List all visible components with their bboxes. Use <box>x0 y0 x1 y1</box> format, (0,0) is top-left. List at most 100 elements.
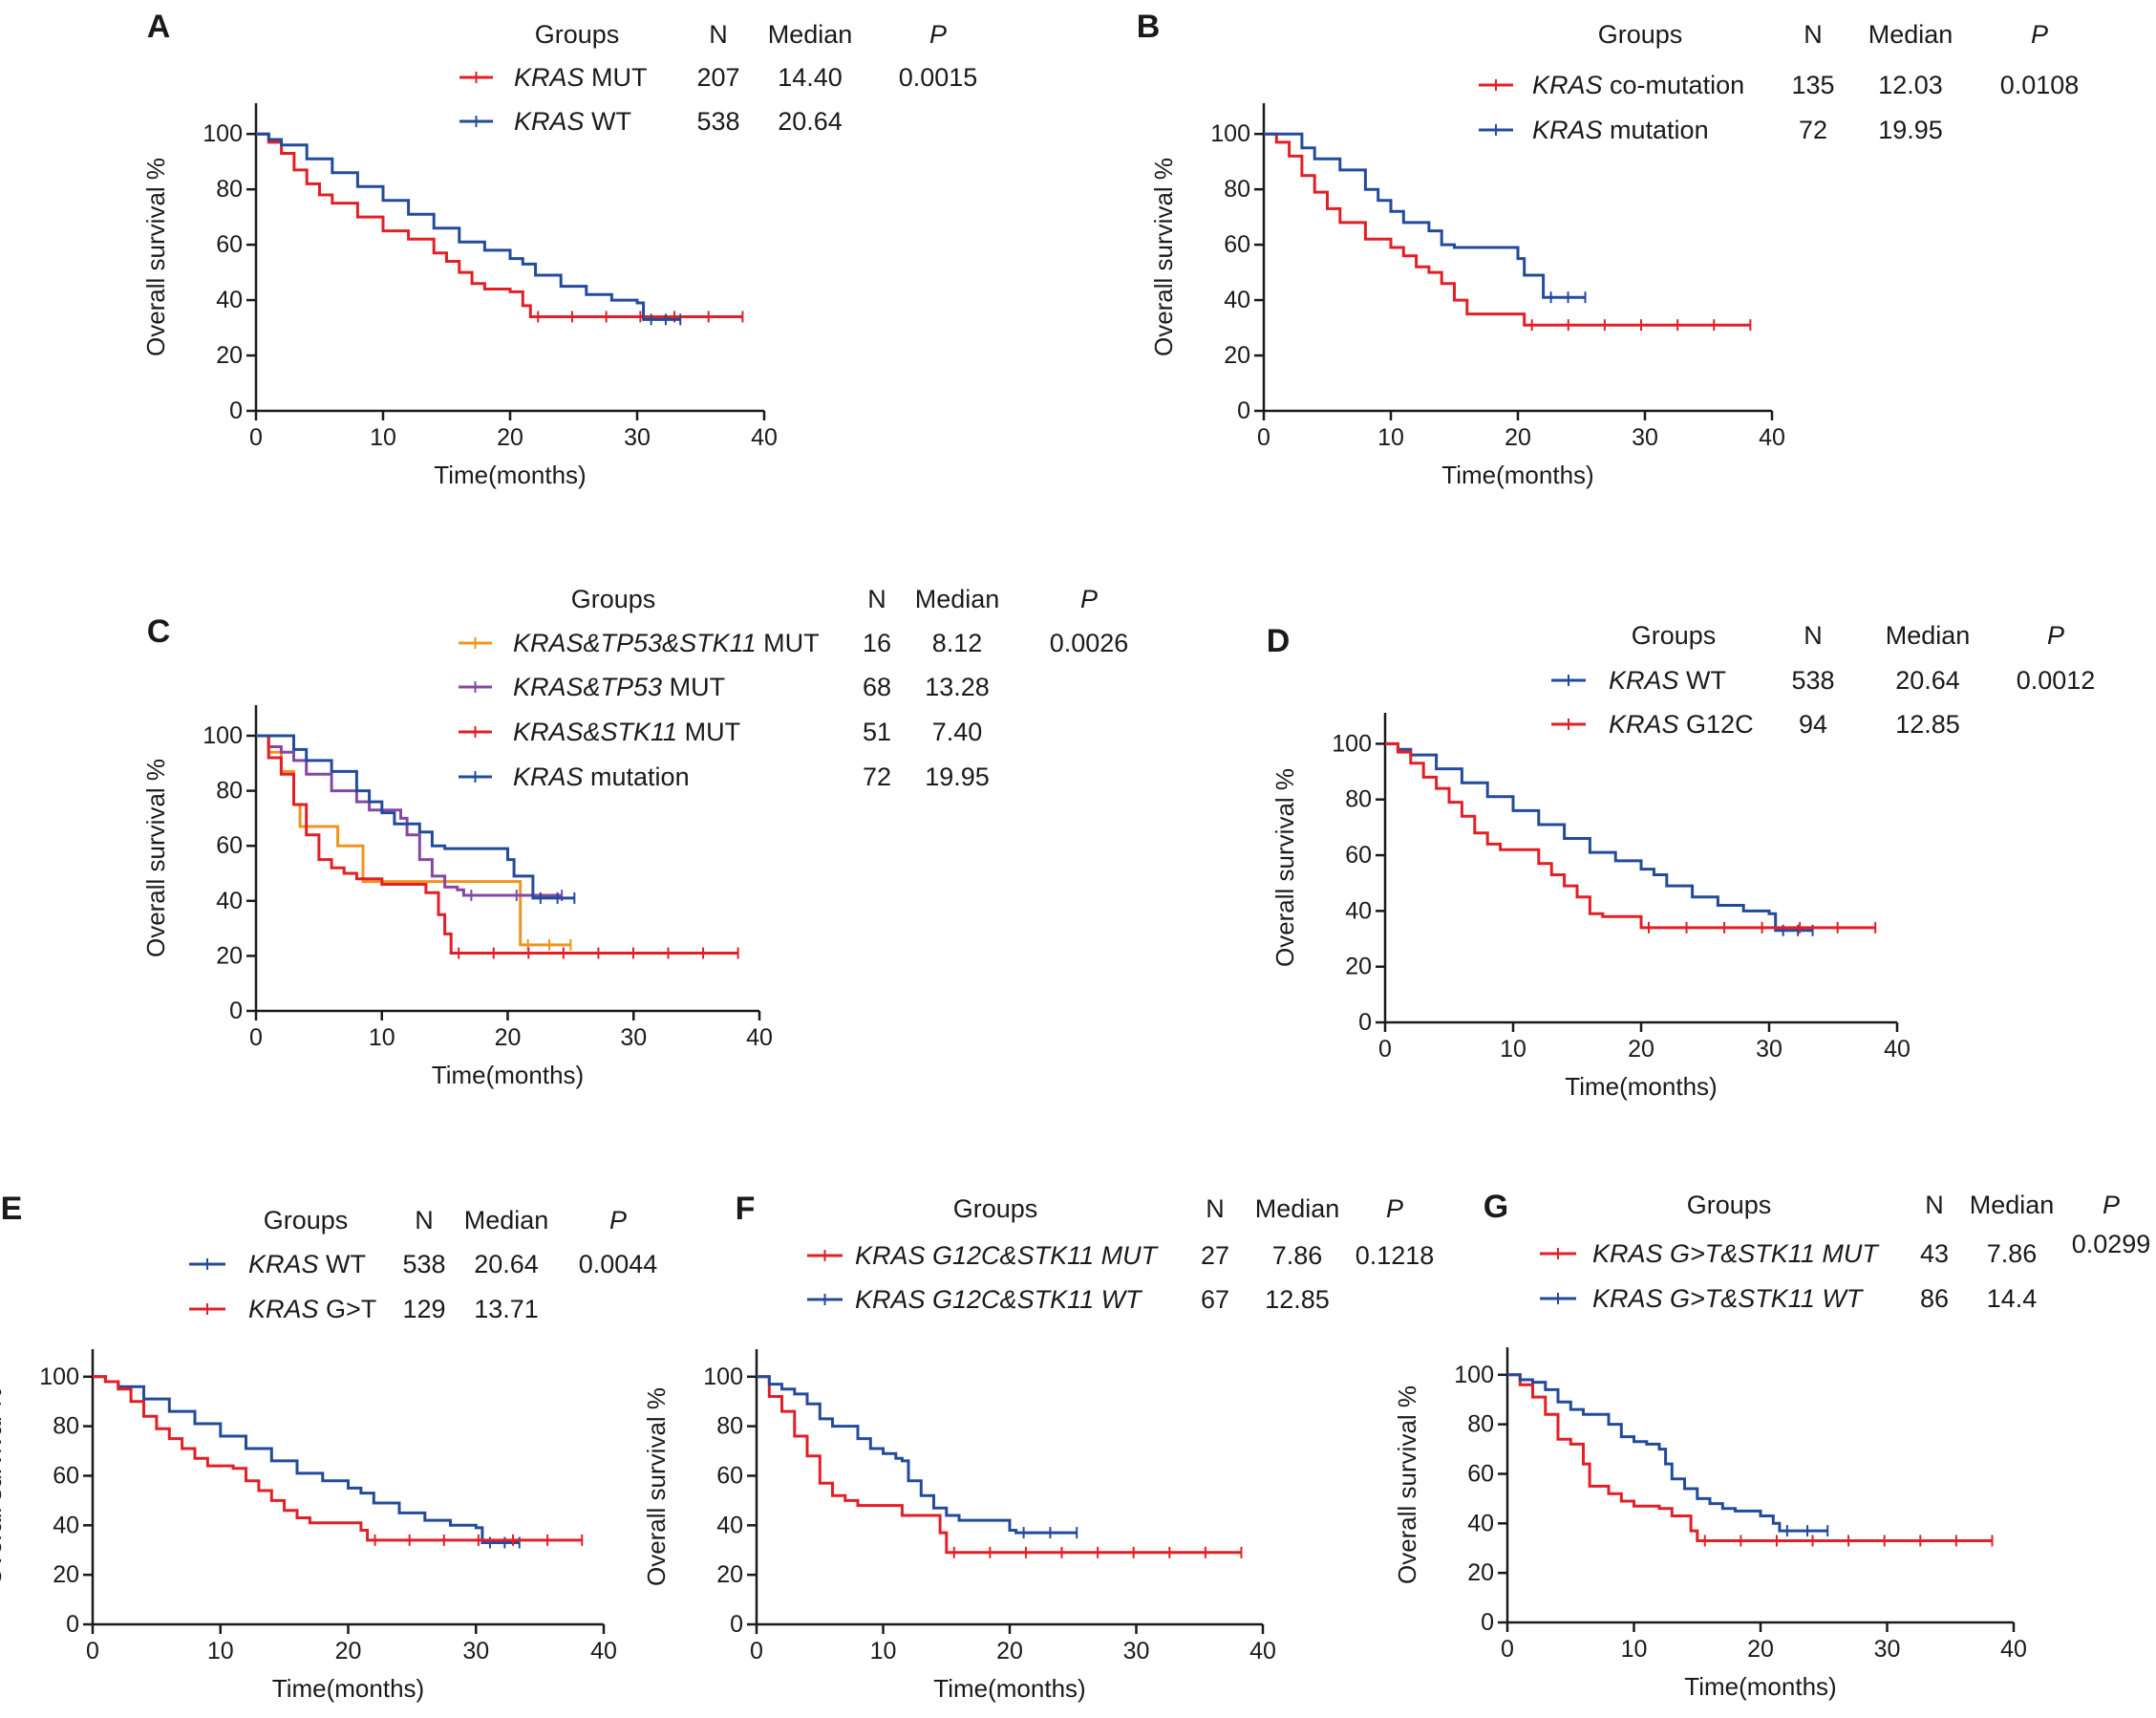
legend-row: KRAS G12C&STK11 MUT 27 7.86 0.1218 <box>807 1241 1434 1270</box>
x-tick-label: 40 <box>2000 1636 2027 1663</box>
km-curve-kras-mut <box>256 132 743 318</box>
panel-letter-a: A <box>147 9 171 45</box>
x-tick-label: 40 <box>1759 424 1785 451</box>
x-tick-label: 30 <box>1874 1636 1901 1663</box>
panel-letter-g: G <box>1484 1189 1508 1225</box>
legend-n: 94 <box>1799 710 1827 739</box>
legend-header-n: N <box>709 20 728 49</box>
legend-header-median: Median <box>768 20 853 49</box>
panel-letter-c: C <box>147 613 171 650</box>
legend-header-groups: Groups <box>535 20 620 49</box>
panel-a: A 0 10 20 30 40 0 20 40 60 80 100 Time(months) Overal… <box>141 9 977 489</box>
x-tick-label: 10 <box>370 424 396 451</box>
x-tick-label: 0 <box>86 1638 99 1664</box>
x-tick-label: 0 <box>249 424 263 451</box>
x-tick-label: 20 <box>1628 1036 1654 1063</box>
legend-median: 14.4 <box>1987 1284 2038 1313</box>
legend-header-median: Median <box>464 1206 549 1235</box>
legend-median: 12.85 <box>1895 710 1960 739</box>
legend-group-name: KRAS&TP53 MUT <box>513 673 725 701</box>
legend-row: KRAS mutation 72 19.95 <box>459 762 990 791</box>
legend-group-name: KRAS WT <box>248 1250 366 1278</box>
km-curve-kras-g12c-stk11-mut <box>757 1375 1242 1555</box>
km-curve-kras-mutation <box>1264 132 1586 299</box>
y-axis-title: Overall survival % <box>141 759 170 957</box>
legend-p-value: 0.0108 <box>2000 71 2080 99</box>
panel-letter-f: F <box>736 1191 756 1227</box>
y-tick-label: 0 <box>730 1611 743 1638</box>
legend-group-name: KRAS WT <box>514 107 631 136</box>
legend-header-median: Median <box>915 585 1000 613</box>
y-tick-label: 20 <box>216 342 243 369</box>
legend-header-n: N <box>867 585 886 613</box>
y-tick-label: 80 <box>716 1413 743 1440</box>
legend-n: 27 <box>1201 1241 1229 1270</box>
legend-header-groups: Groups <box>1632 621 1717 650</box>
legend-median: 14.40 <box>778 63 843 92</box>
y-tick-label: 80 <box>216 778 243 805</box>
legend-n: 538 <box>1791 666 1834 695</box>
km-curve-kras-g-t-stk11-mut <box>1507 1373 1993 1542</box>
legend-median: 7.86 <box>1987 1239 2038 1268</box>
km-curve-kras-wt <box>256 132 681 321</box>
legend-header-groups: Groups <box>1598 20 1683 49</box>
x-tick-label: 10 <box>1621 1636 1648 1663</box>
legend-median: 12.85 <box>1265 1285 1330 1314</box>
legend-header-groups: Groups <box>264 1206 349 1235</box>
x-tick-label: 30 <box>624 424 651 451</box>
legend-row: KRAS MUT 207 14.40 0.0015 <box>459 63 977 92</box>
y-tick-label: 100 <box>1332 730 1372 757</box>
legend-f: Groups N Median P KRAS G12C&STK11 MUT 27 7.86 0… <box>807 1194 1434 1314</box>
y-tick-label: 20 <box>716 1561 743 1588</box>
legend-group-name: KRAS G>T&STK11 MUT <box>1592 1239 1880 1268</box>
y-tick-label: 60 <box>716 1462 743 1489</box>
legend-row: KRAS G>T&STK11 MUT 43 7.86 0.0299 <box>1540 1230 2150 1268</box>
x-tick-label: 30 <box>462 1638 489 1664</box>
legend-header-p: P <box>2047 621 2064 650</box>
panel-letter-b: B <box>1137 9 1161 45</box>
legend-median: 19.95 <box>925 762 990 791</box>
x-tick-label: 40 <box>1884 1036 1911 1063</box>
y-tick-label: 20 <box>216 942 243 969</box>
legend-n: 51 <box>863 718 891 746</box>
legend-median: 12.03 <box>1878 71 1943 99</box>
legend-g: Groups N Median P KRAS G>T&STK11 MUT 43 7.86 0.… <box>1540 1191 2150 1313</box>
x-tick-label: 30 <box>1123 1638 1150 1664</box>
y-tick-label: 20 <box>1224 342 1250 369</box>
y-tick-label: 40 <box>53 1512 79 1538</box>
x-tick-label: 20 <box>497 424 523 451</box>
y-tick-label: 0 <box>229 998 243 1024</box>
y-tick-label: 100 <box>203 722 243 749</box>
legend-p-value: 0.0044 <box>579 1250 658 1278</box>
legend-median: 7.40 <box>932 718 983 746</box>
legend-p-value: 0.1218 <box>1356 1241 1435 1270</box>
legend-group-name: KRAS G>T&STK11 WT <box>1592 1284 1865 1313</box>
y-tick-label: 80 <box>53 1413 79 1440</box>
legend-header-p: P <box>1386 1194 1403 1223</box>
legend-n: 67 <box>1201 1285 1229 1314</box>
x-tick-label: 20 <box>495 1024 522 1051</box>
legend-n: 135 <box>1791 71 1834 99</box>
y-tick-label: 40 <box>1224 287 1250 313</box>
km-curve-kras-tp53-mut <box>256 734 563 897</box>
legend-header-median: Median <box>1970 1191 2055 1219</box>
km-curve-kras-g-t-stk11-wt <box>1507 1373 1828 1533</box>
panel-g: G 0 10 20 30 40 0 20 40 60 80 100 Time(months) Overal… <box>1393 1189 2150 1701</box>
legend-row: KRAS&TP53 MUT 68 13.28 <box>459 673 990 701</box>
legend-n: 43 <box>1920 1239 1949 1268</box>
y-tick-label: 80 <box>1345 786 1372 813</box>
legend-n: 86 <box>1920 1284 1949 1313</box>
y-axis-title: Overall survival % <box>141 158 170 356</box>
legend-n: 538 <box>402 1250 445 1278</box>
y-tick-label: 100 <box>39 1364 79 1390</box>
km-curve-kras-g12c <box>1385 741 1876 930</box>
legend-median: 20.64 <box>474 1250 539 1278</box>
legend-header-median: Median <box>1868 20 1953 49</box>
x-tick-label: 20 <box>996 1638 1023 1664</box>
x-tick-label: 0 <box>1501 1636 1514 1663</box>
km-curve-kras-mutation <box>256 734 575 900</box>
panel-b: B 0 10 20 30 40 0 20 40 60 80 100 Time(months) Overal… <box>1137 9 2080 489</box>
y-tick-label: 100 <box>1210 120 1250 147</box>
